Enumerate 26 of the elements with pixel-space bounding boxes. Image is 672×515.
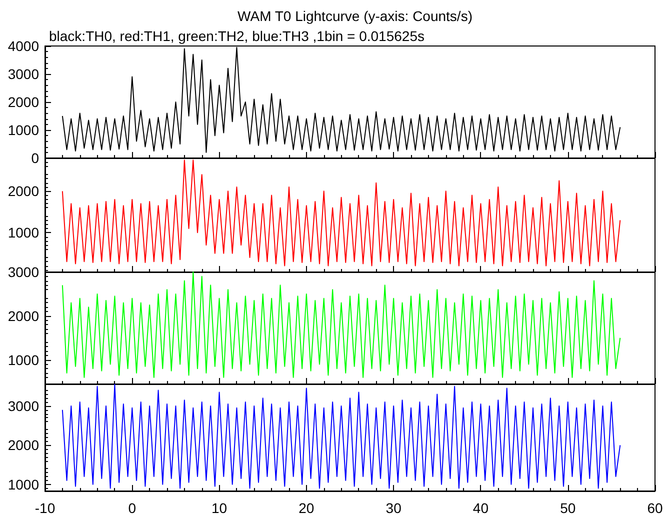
line-series [62, 272, 621, 378]
x-tick-label: 10 [211, 500, 228, 515]
x-tick-label: -10 [34, 500, 56, 515]
x-tick-label: 20 [298, 500, 314, 515]
line-series [62, 384, 621, 489]
y-tick-label: 3000 [8, 264, 40, 280]
y-tick-label: 2000 [8, 94, 40, 110]
y-tick-label: 1000 [8, 122, 40, 138]
y-tick-label: 1000 [8, 476, 40, 492]
y-tick-label: 2000 [8, 437, 40, 454]
x-tick-label: 60 [647, 500, 663, 515]
chart-subtitle: black:TH0, red:TH1, green:TH2, blue:TH3 ,1bin = 0.015625s [49, 28, 424, 44]
y-tick-label: 3000 [8, 66, 40, 82]
x-tick-label: 40 [472, 500, 489, 515]
x-tick-label: 0 [128, 500, 136, 515]
line-series [62, 160, 621, 266]
y-tick-label: 0 [31, 150, 40, 166]
y-tick-label: 4000 [8, 38, 40, 54]
y-tick-label: 1000 [8, 352, 40, 368]
chart-title: WAM T0 Lightcurve (y-axis: Counts/s) [238, 8, 472, 24]
y-tick-label: 3000 [8, 398, 40, 414]
y-tick-label: 2000 [8, 308, 40, 324]
x-tick-label: 30 [386, 500, 402, 515]
y-tick-label: 1000 [8, 224, 40, 241]
x-tick-label: 50 [560, 500, 576, 515]
y-tick-label: 2000 [8, 183, 40, 200]
